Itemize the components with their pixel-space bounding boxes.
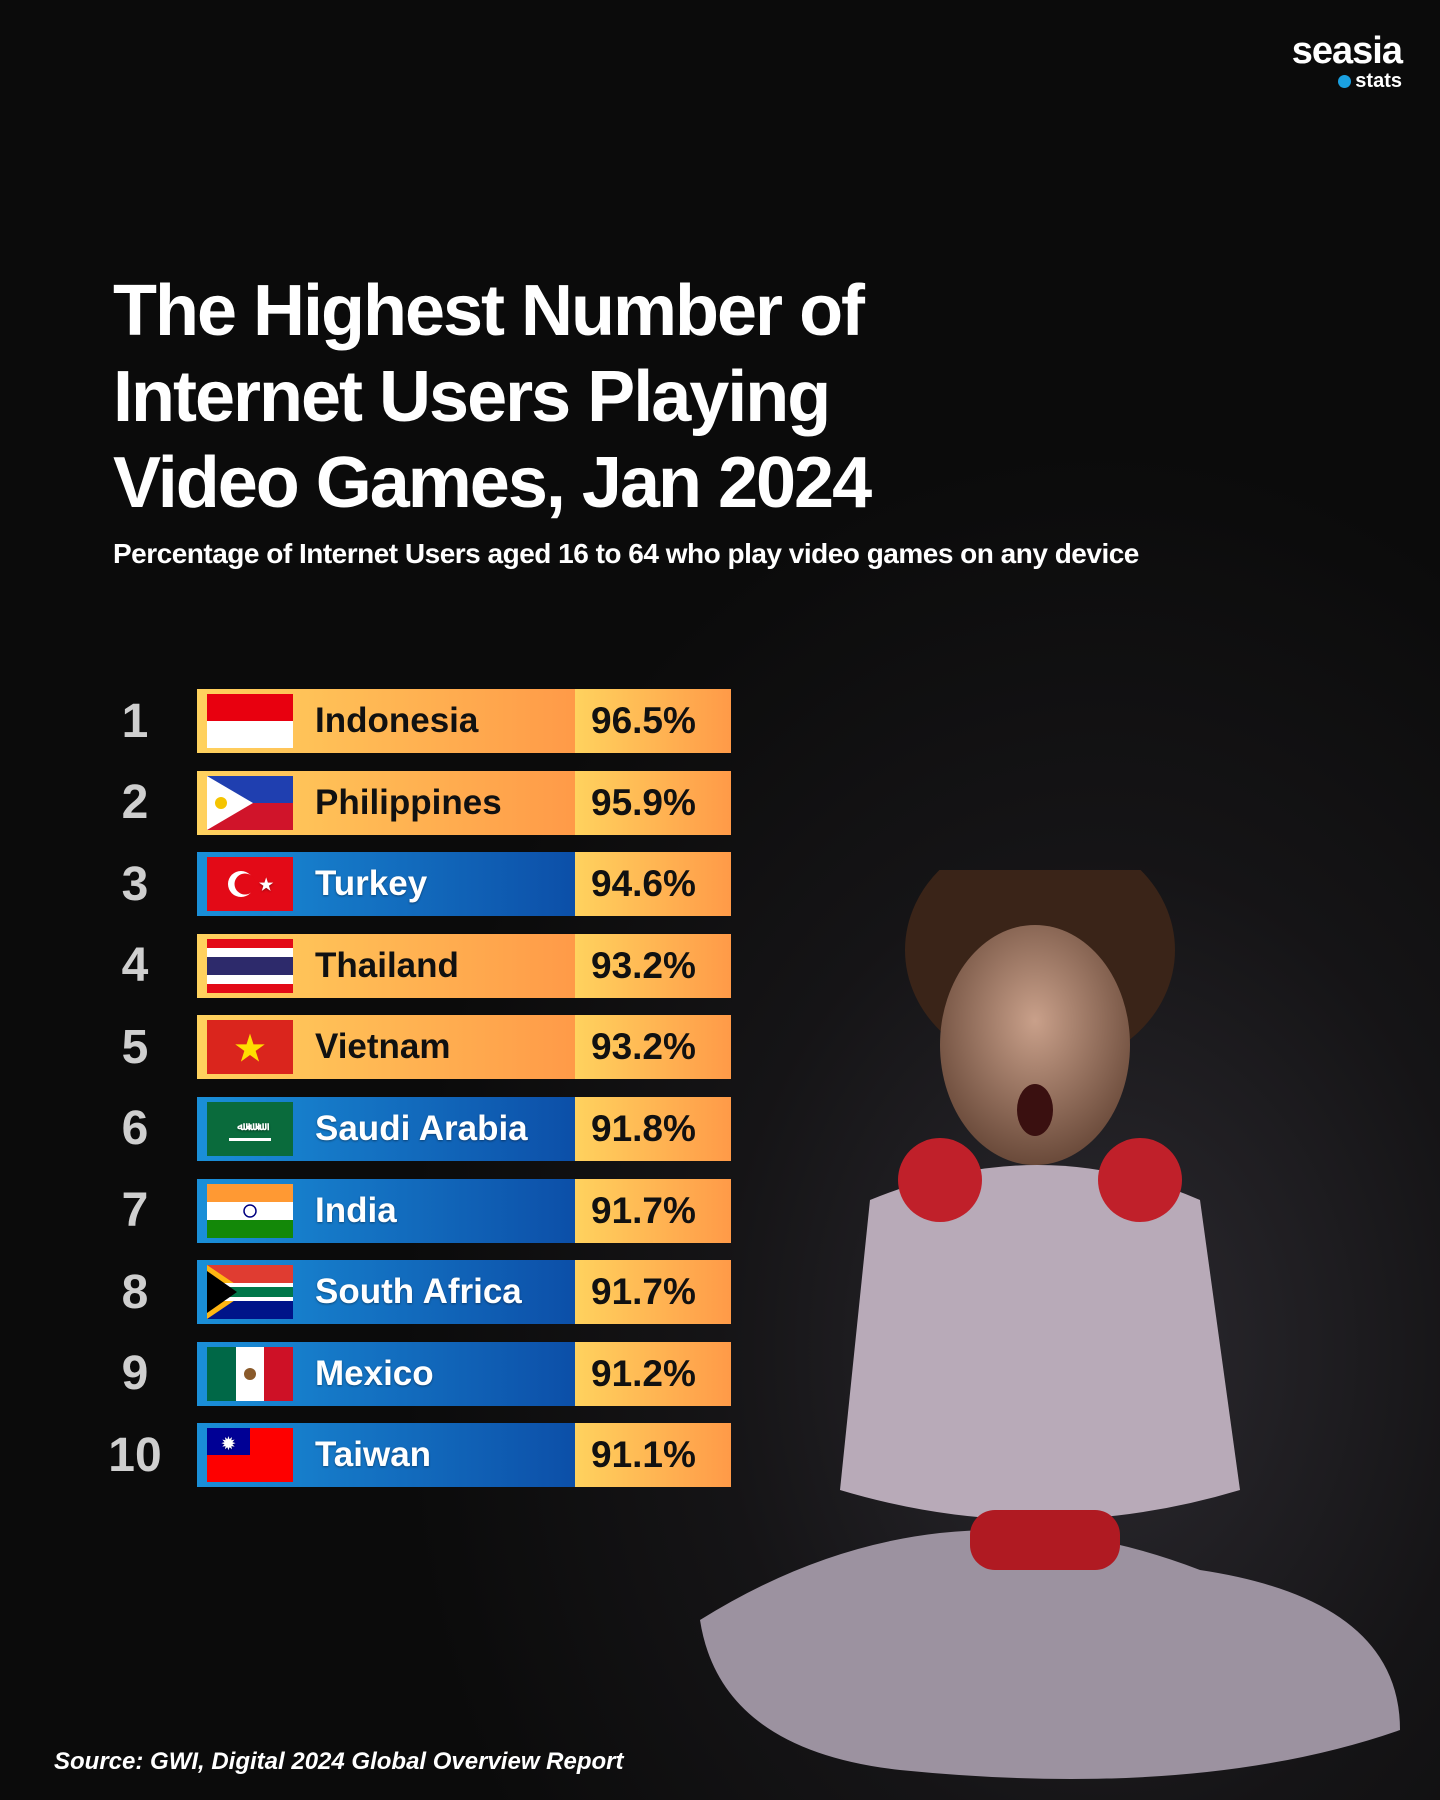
- chart-row: 5 ★ Vietnam 93.2%: [95, 1015, 731, 1080]
- country-label: Turkey: [315, 864, 428, 904]
- country-label: Taiwan: [315, 1435, 432, 1475]
- value-label: 91.7%: [575, 1178, 731, 1243]
- country-cell: Thailand: [197, 933, 575, 998]
- bar: ★ Vietnam 93.2%: [197, 1015, 731, 1080]
- value-label: 96.5%: [575, 689, 731, 753]
- rank-label: 5: [121, 1020, 149, 1074]
- ranking-chart: 1 Indonesia 96.5% 2 Philippines 95.9% 3 …: [95, 689, 731, 1505]
- country-label: Saudi Arabia: [315, 1108, 528, 1148]
- country-label: India: [315, 1190, 397, 1230]
- country-label: South Africa: [315, 1272, 522, 1312]
- rank-label: 10: [108, 1428, 162, 1482]
- flag-in-icon: [207, 1183, 293, 1238]
- value-label: 91.7%: [575, 1260, 731, 1325]
- chart-row: 9 Mexico 91.2%: [95, 1341, 731, 1406]
- value-label: 93.2%: [575, 933, 731, 998]
- bar: ★ Turkey 94.6%: [197, 852, 731, 917]
- logo-dot-icon: [1338, 75, 1352, 88]
- rank-label: 9: [121, 1347, 149, 1401]
- chart-row: 7 India 91.7%: [95, 1178, 731, 1243]
- chart-row: 4 Thailand 93.2%: [95, 933, 731, 998]
- flag-tr-icon: ★: [207, 857, 293, 912]
- logo-sub: stats: [1355, 70, 1402, 92]
- bar: Thailand 93.2%: [197, 933, 731, 998]
- source-note: Source: GWI, Digital 2024 Global Overvie…: [54, 1748, 624, 1775]
- flag-vn-icon: ★: [207, 1020, 293, 1075]
- bar: India 91.7%: [197, 1178, 731, 1243]
- title-line: The Highest Number of: [113, 271, 865, 351]
- title-line: Internet Users Playing: [113, 357, 831, 437]
- chart-row: 3 ★ Turkey 94.6%: [95, 852, 731, 917]
- country-cell: South Africa: [197, 1260, 575, 1325]
- rank-label: 6: [121, 1102, 149, 1156]
- country-label: Indonesia: [315, 701, 479, 740]
- svg-text:✹: ✹: [221, 1436, 236, 1453]
- country-cell: Philippines: [197, 770, 575, 835]
- country-label: Thailand: [315, 945, 459, 985]
- svg-text:★: ★: [235, 1030, 265, 1068]
- country-cell: Mexico: [197, 1341, 575, 1406]
- flag-sa-icon: ﷲ ﷲ ﷲ: [207, 1101, 293, 1156]
- bar: South Africa 91.7%: [197, 1260, 731, 1325]
- rank-label: 1: [121, 694, 149, 748]
- logo-brand: seasia: [1291, 30, 1403, 72]
- value-label: 91.8%: [575, 1096, 731, 1161]
- flag-mx-icon: [207, 1346, 293, 1401]
- girl-gaming-photo: [700, 870, 1400, 1779]
- seasia-stats-logo: seasia stats: [1291, 30, 1403, 92]
- chart-row: 8 South Africa 91.7%: [95, 1260, 731, 1325]
- flag-za-icon: [207, 1265, 293, 1320]
- flag-tw-icon: ✹: [207, 1428, 293, 1483]
- chart-row: 1 Indonesia 96.5%: [95, 689, 731, 753]
- chart-row: 6 ﷲ ﷲ ﷲ Saudi Arabia 91.8%: [95, 1096, 731, 1161]
- chart-row: 2 Philippines 95.9%: [95, 770, 731, 835]
- flag-th-icon: [207, 938, 293, 993]
- rank-label: 7: [121, 1184, 149, 1238]
- country-cell: ★ Vietnam: [197, 1015, 575, 1080]
- svg-text:★: ★: [259, 877, 274, 894]
- value-label: 95.9%: [575, 770, 731, 835]
- bar: ✹ Taiwan 91.1%: [197, 1423, 731, 1488]
- country-cell: ★ Turkey: [197, 852, 575, 917]
- bar: Mexico 91.2%: [197, 1341, 731, 1406]
- page-title: The Highest Number of Internet Users Pla…: [113, 268, 872, 526]
- bar: ﷲ ﷲ ﷲ Saudi Arabia 91.8%: [197, 1096, 731, 1161]
- rank-label: 4: [121, 939, 149, 993]
- bar: Philippines 95.9%: [197, 770, 731, 835]
- country-cell: Indonesia: [197, 689, 575, 753]
- chart-row: 10 ✹ Taiwan 91.1%: [95, 1423, 731, 1488]
- value-label: 91.2%: [575, 1341, 731, 1406]
- country-cell: ✹ Taiwan: [197, 1423, 575, 1488]
- title-line: Video Games, Jan 2024: [113, 443, 872, 523]
- country-label: Mexico: [315, 1353, 434, 1393]
- rank-label: 3: [121, 857, 149, 911]
- country-label: Philippines: [315, 782, 502, 822]
- svg-text:ﷲ ﷲ ﷲ: ﷲ ﷲ ﷲ: [237, 1121, 269, 1133]
- value-label: 93.2%: [575, 1015, 731, 1080]
- country-cell: ﷲ ﷲ ﷲ Saudi Arabia: [197, 1096, 575, 1161]
- rank-label: 8: [121, 1265, 149, 1319]
- country-cell: India: [197, 1178, 575, 1243]
- value-label: 94.6%: [575, 852, 731, 917]
- subtitle: Percentage of Internet Users aged 16 to …: [113, 538, 1139, 569]
- flag-ph-icon: [207, 775, 293, 830]
- value-label: 91.1%: [575, 1423, 731, 1488]
- bar: Indonesia 96.5%: [197, 689, 731, 753]
- country-label: Vietnam: [315, 1027, 451, 1067]
- rank-label: 2: [121, 776, 149, 830]
- flag-id-icon: [207, 694, 293, 748]
